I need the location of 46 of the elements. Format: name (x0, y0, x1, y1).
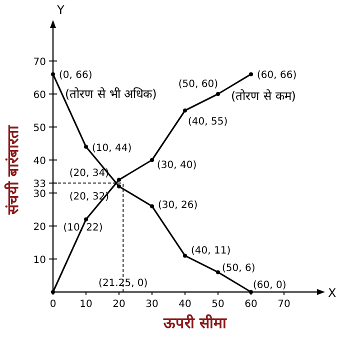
x-axis-title: ऊपरी सीमा (162, 314, 228, 332)
point (150, 158, 154, 162)
point (84, 144, 88, 149)
point (84, 217, 88, 222)
text: Y (56, 3, 65, 17)
annotation: (30, 40) (157, 160, 197, 171)
y-tick-label: 40 (33, 156, 46, 167)
annotation: (10, 44) (92, 142, 132, 154)
annotation: (40, 11) (191, 246, 231, 257)
x-tick-label: 70 (278, 299, 290, 310)
point (216, 270, 220, 274)
annotation: (60, 0) (253, 280, 286, 291)
text: X (328, 286, 336, 300)
point (117, 184, 121, 188)
y-axis-title: संचयी बारंबारता (4, 124, 22, 216)
annotation: (60, 66) (257, 70, 297, 82)
annotation: (21.25, 0) (98, 278, 148, 289)
point (249, 72, 253, 76)
series-label: (तोरण से कम) (231, 89, 296, 104)
annotation: (30, 26) (158, 200, 198, 212)
annotation: (50, 6) (222, 263, 256, 274)
point (51, 72, 55, 76)
x-tick-label: 30 (146, 299, 158, 310)
x-tick-label: 20 (112, 299, 126, 310)
y-tick-label: 70 (33, 57, 46, 68)
x-tick-label: 0 (50, 299, 56, 310)
point (183, 254, 187, 258)
annotation: (50, 60) (178, 79, 218, 90)
y-tick-label: 10 (33, 255, 46, 266)
series-label: (तोरण से भी अधिक) (65, 87, 157, 102)
y-tick-label: 20 (33, 222, 46, 233)
y-tick-label: 33 (33, 179, 46, 190)
x-tick-label: 10 (80, 299, 92, 310)
point (117, 178, 121, 182)
annotation: (20, 34) (69, 168, 110, 179)
point (183, 108, 187, 112)
point (150, 204, 154, 208)
x-tick-label: 60 (244, 299, 258, 310)
x-tick-label: 40 (178, 299, 192, 310)
y-tick-label: 30 (33, 189, 46, 200)
point (216, 92, 220, 96)
annotation: (0, 66) (59, 70, 92, 82)
y-tick-label: 50 (33, 123, 46, 134)
annotation: (40, 55) (188, 116, 228, 128)
x-tick-label: 50 (212, 299, 224, 310)
y-tick-label: 60 (33, 90, 46, 101)
